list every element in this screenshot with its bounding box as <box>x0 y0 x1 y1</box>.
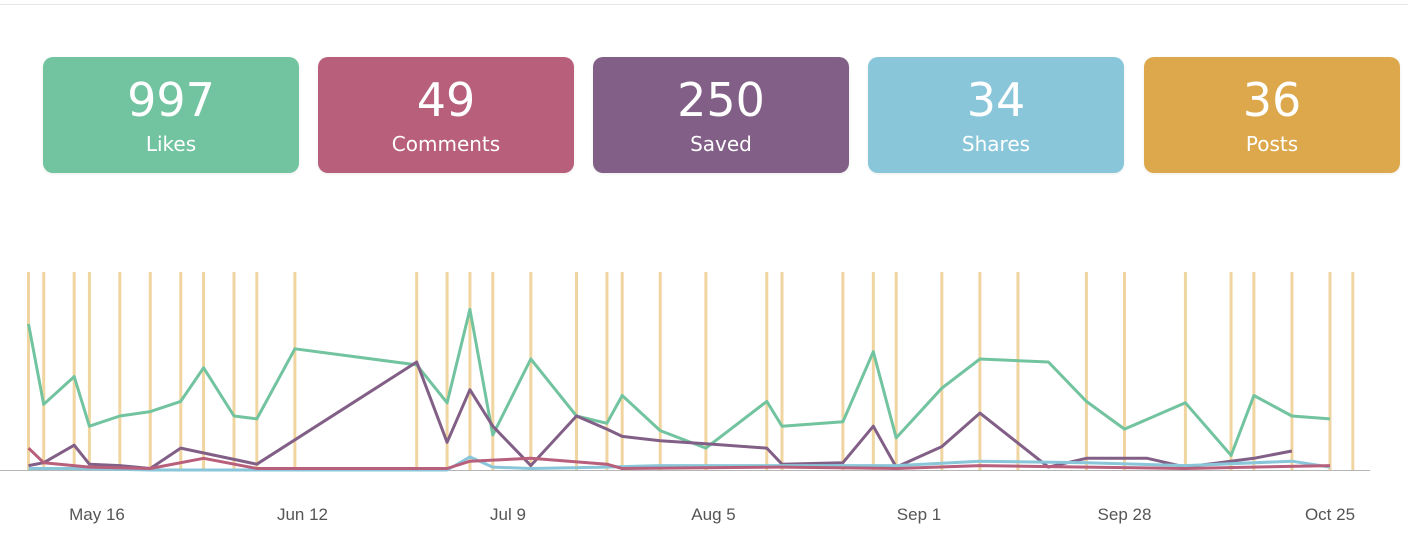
saved-label: Saved <box>690 132 752 156</box>
x-tick-label: Jul 9 <box>490 505 526 524</box>
saved-count: 250 <box>677 73 765 127</box>
likes-card: 997 Likes <box>43 57 299 173</box>
x-tick-label: Oct 25 <box>1305 505 1355 524</box>
post-markers <box>27 272 1355 470</box>
engagement-line-chart: May 16 Jun 12 Jul 9 Aug 5 Sep 1 Sep 28 Oct 25 <box>0 272 1370 524</box>
x-tick-label: Sep 1 <box>897 505 941 524</box>
stat-cards: 997 Likes 49 Comments 250 Saved 34 Share… <box>0 0 1408 200</box>
x-tick-label: Jun 12 <box>277 505 328 524</box>
shares-card: 34 Shares <box>868 57 1124 173</box>
shares-label: Shares <box>961 132 1031 156</box>
x-tick-label: Sep 28 <box>1098 505 1152 524</box>
x-tick-label: May 16 <box>69 505 125 524</box>
x-tick-label: Aug 5 <box>691 505 735 524</box>
x-axis-ticks: May 16 Jun 12 Jul 9 Aug 5 Sep 1 Sep 28 Oct 25 <box>69 505 1355 524</box>
series-line-2 <box>28 455 1331 472</box>
likes-label: Likes <box>145 132 197 156</box>
shares-count: 34 <box>966 73 1026 127</box>
saved-card: 250 Saved <box>593 57 849 173</box>
posts-card: 36 Posts <box>1144 57 1400 173</box>
posts-count: 36 <box>1242 73 1302 127</box>
top-divider <box>0 4 1408 5</box>
series-lines <box>27 307 1331 472</box>
comments-label: Comments <box>391 132 501 156</box>
likes-count: 997 <box>127 73 215 127</box>
series-line-3 <box>27 447 1331 470</box>
comments-card: 49 Comments <box>318 57 574 173</box>
series-line-0 <box>27 307 1331 457</box>
posts-label: Posts <box>1245 132 1299 156</box>
comments-count: 49 <box>416 73 476 127</box>
